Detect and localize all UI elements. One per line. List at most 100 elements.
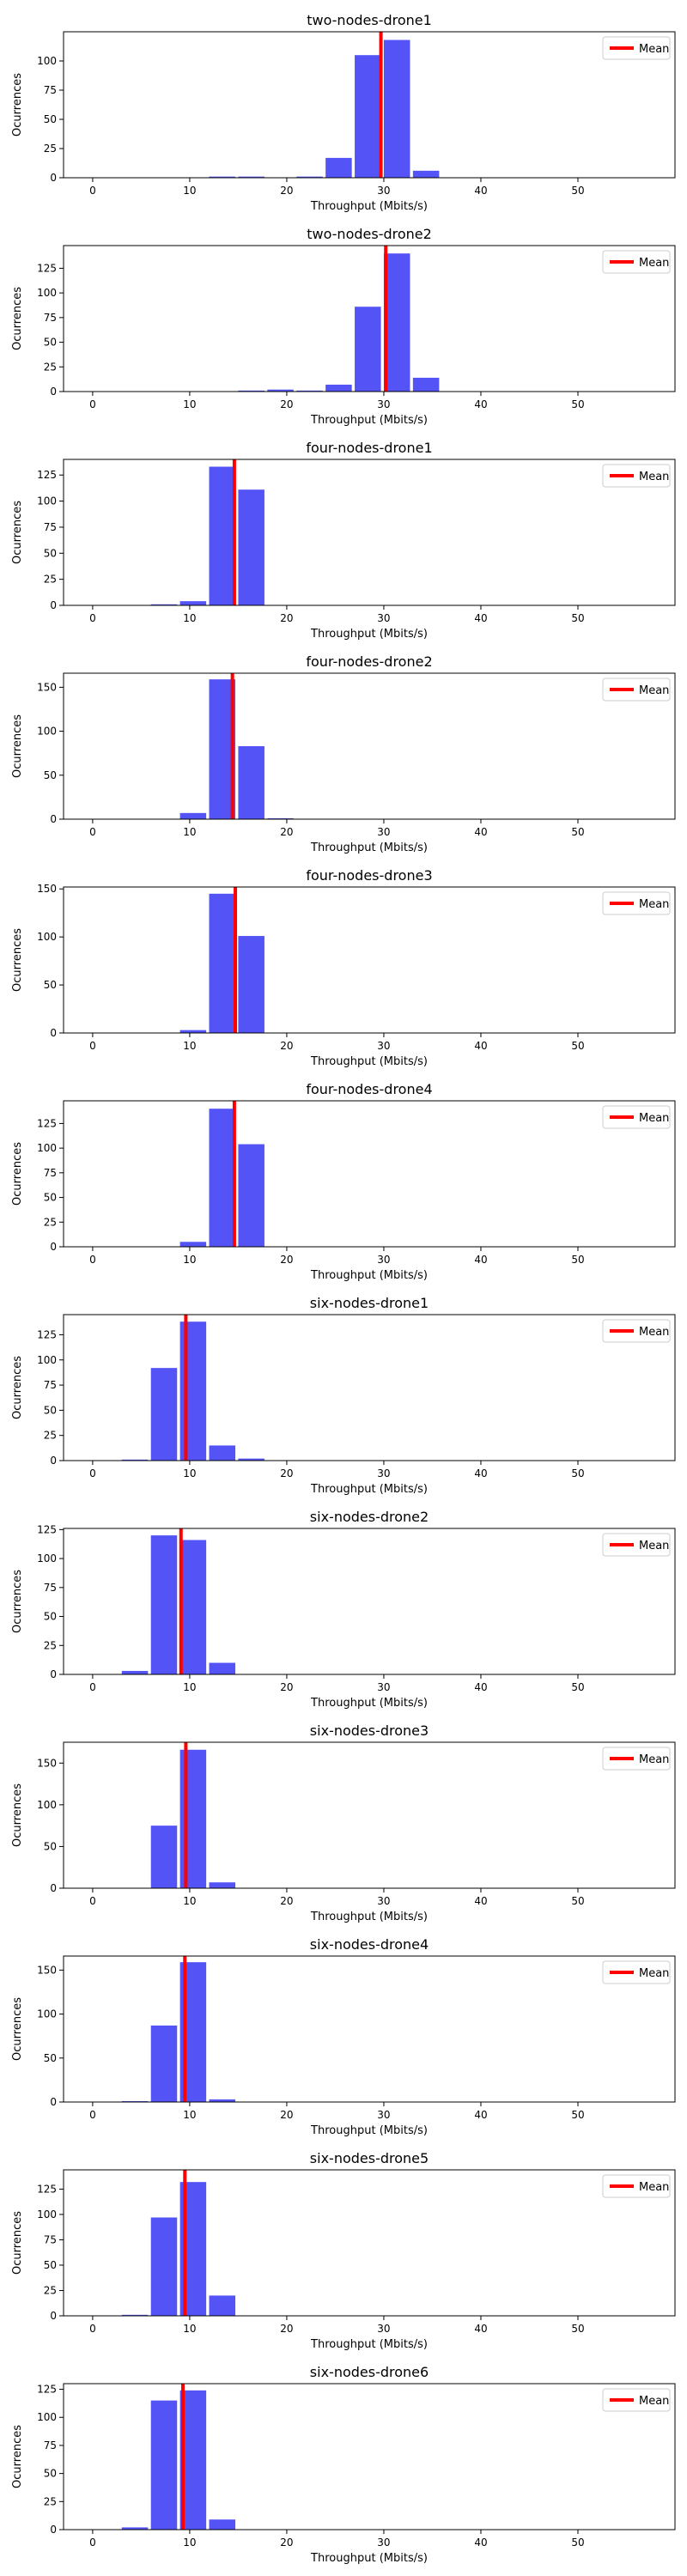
x-tick-label: 0 bbox=[89, 2109, 96, 2121]
y-tick-label: 0 bbox=[50, 1027, 57, 1039]
y-tick-label: 50 bbox=[44, 1404, 57, 1416]
x-tick-label: 40 bbox=[474, 1040, 487, 1052]
y-tick-label: 50 bbox=[44, 1840, 57, 1852]
y-tick-label: 75 bbox=[44, 2233, 57, 2245]
y-axis-label: Ocurrences bbox=[11, 501, 24, 564]
histogram-bar bbox=[179, 1030, 207, 1033]
x-tick-label: 30 bbox=[377, 185, 390, 197]
x-tick-label: 10 bbox=[183, 826, 196, 838]
y-tick-label: 25 bbox=[44, 1216, 57, 1228]
x-tick-label: 50 bbox=[571, 612, 584, 624]
x-tick-label: 0 bbox=[89, 1040, 96, 1052]
histogram-bar bbox=[150, 1826, 178, 1888]
histogram-bar bbox=[267, 817, 294, 819]
legend-label: Mean bbox=[639, 1753, 669, 1766]
x-tick-label: 30 bbox=[377, 826, 390, 838]
y-tick-label: 0 bbox=[50, 386, 57, 398]
x-tick-label: 50 bbox=[571, 2109, 584, 2121]
legend-box bbox=[602, 250, 671, 274]
histogram-bar bbox=[355, 307, 381, 392]
histogram-bar bbox=[355, 55, 381, 178]
x-tick-label: 40 bbox=[474, 1467, 487, 1479]
y-tick-label: 25 bbox=[44, 2495, 57, 2507]
x-tick-label: 50 bbox=[571, 1040, 584, 1052]
x-tick-label: 50 bbox=[571, 1467, 584, 1479]
x-tick-label: 30 bbox=[377, 1681, 390, 1693]
legend-label: Mean bbox=[639, 898, 669, 911]
histogram-panel: six-nodes-drone4 0 10 20 30 40 50 0 50 100 150 Thro… bbox=[11, 1936, 676, 2137]
histogram-bar bbox=[383, 39, 410, 178]
y-axis-label: Ocurrences bbox=[11, 2211, 24, 2275]
legend: Mean bbox=[602, 1533, 671, 1557]
histogram-bar bbox=[179, 1749, 207, 1888]
x-tick-label: 10 bbox=[183, 1681, 196, 1693]
histogram-bar bbox=[179, 1540, 207, 1674]
x-tick-label: 40 bbox=[474, 1254, 487, 1266]
plot-frame bbox=[63, 1314, 676, 1461]
histogram-bar bbox=[238, 390, 264, 392]
y-tick-label: 75 bbox=[44, 84, 57, 96]
x-axis-label: Throughput (Mbits/s) bbox=[310, 1483, 428, 1496]
x-axis-label: Throughput (Mbits/s) bbox=[310, 1911, 428, 1923]
y-tick-label: 75 bbox=[44, 1167, 57, 1179]
y-tick-label: 50 bbox=[44, 113, 57, 125]
y-axis-label: Ocurrences bbox=[11, 2425, 24, 2488]
histogram-bar bbox=[150, 2217, 178, 2316]
legend-box bbox=[602, 1105, 671, 1129]
histogram-bar bbox=[383, 253, 410, 392]
histogram-bar bbox=[121, 2100, 149, 2102]
histogram-bar bbox=[209, 2519, 236, 2530]
x-tick-label: 40 bbox=[474, 2537, 487, 2549]
x-tick-label: 10 bbox=[183, 398, 196, 410]
x-tick-label: 50 bbox=[571, 826, 584, 838]
histogram-bar bbox=[267, 389, 294, 392]
y-tick-label: 125 bbox=[37, 1117, 57, 1129]
plot-frame bbox=[63, 459, 676, 606]
histogram-bar bbox=[121, 2314, 149, 2316]
x-tick-label: 10 bbox=[183, 2109, 196, 2121]
histogram-bar bbox=[209, 1662, 236, 1674]
x-tick-label: 40 bbox=[474, 185, 487, 197]
legend: Mean bbox=[602, 36, 671, 60]
x-tick-label: 10 bbox=[183, 2537, 196, 2549]
histogram-panel: six-nodes-drone5 0 10 20 30 40 50 0 25 50 75 100 125… bbox=[11, 2150, 676, 2351]
histogram-bar bbox=[179, 812, 207, 819]
panel-title: six-nodes-drone5 bbox=[310, 2150, 429, 2166]
histogram-panel: four-nodes-drone4 0 10 20 30 40 50 0 25 50 75 100 12… bbox=[11, 1081, 676, 1282]
x-tick-label: 10 bbox=[183, 1467, 196, 1479]
x-tick-label: 30 bbox=[377, 398, 390, 410]
y-tick-label: 75 bbox=[44, 1379, 57, 1391]
histogram-bar bbox=[238, 746, 264, 819]
y-axis-label: Ocurrences bbox=[11, 1997, 24, 2061]
y-tick-label: 100 bbox=[37, 1354, 57, 1366]
y-tick-label: 25 bbox=[44, 143, 57, 155]
y-axis-label: Ocurrences bbox=[11, 928, 24, 992]
panel-title: four-nodes-drone2 bbox=[306, 653, 432, 670]
x-tick-label: 0 bbox=[89, 1681, 96, 1693]
x-tick-label: 0 bbox=[89, 2537, 96, 2549]
y-tick-label: 150 bbox=[37, 681, 57, 693]
y-tick-label: 50 bbox=[44, 337, 57, 349]
x-axis-label: Throughput (Mbits/s) bbox=[310, 841, 428, 854]
histogram-bar bbox=[179, 1321, 207, 1461]
legend: Mean bbox=[602, 677, 671, 702]
plot-frame bbox=[63, 2383, 676, 2530]
y-tick-label: 25 bbox=[44, 2284, 57, 2296]
y-tick-label: 75 bbox=[44, 521, 57, 533]
panel-title: six-nodes-drone6 bbox=[310, 2364, 429, 2380]
y-tick-label: 50 bbox=[44, 2259, 57, 2271]
x-axis-label: Throughput (Mbits/s) bbox=[310, 2552, 428, 2565]
plot-frame bbox=[63, 1100, 676, 1248]
y-tick-label: 125 bbox=[37, 2384, 57, 2396]
y-axis-label: Ocurrences bbox=[11, 1783, 24, 1847]
legend-label: Mean bbox=[639, 1540, 669, 1552]
histogram-panel: two-nodes-drone1 0 10 20 30 40 50 0 25 50 75 100 Thr… bbox=[11, 12, 676, 213]
y-tick-label: 100 bbox=[37, 1799, 57, 1811]
histogram-bar bbox=[121, 1670, 149, 1674]
x-tick-label: 50 bbox=[571, 185, 584, 197]
y-tick-label: 0 bbox=[50, 1241, 57, 1253]
y-tick-label: 100 bbox=[37, 2208, 57, 2221]
histogram-bar bbox=[209, 1109, 236, 1247]
x-tick-label: 10 bbox=[183, 1040, 196, 1052]
y-tick-label: 100 bbox=[37, 287, 57, 299]
